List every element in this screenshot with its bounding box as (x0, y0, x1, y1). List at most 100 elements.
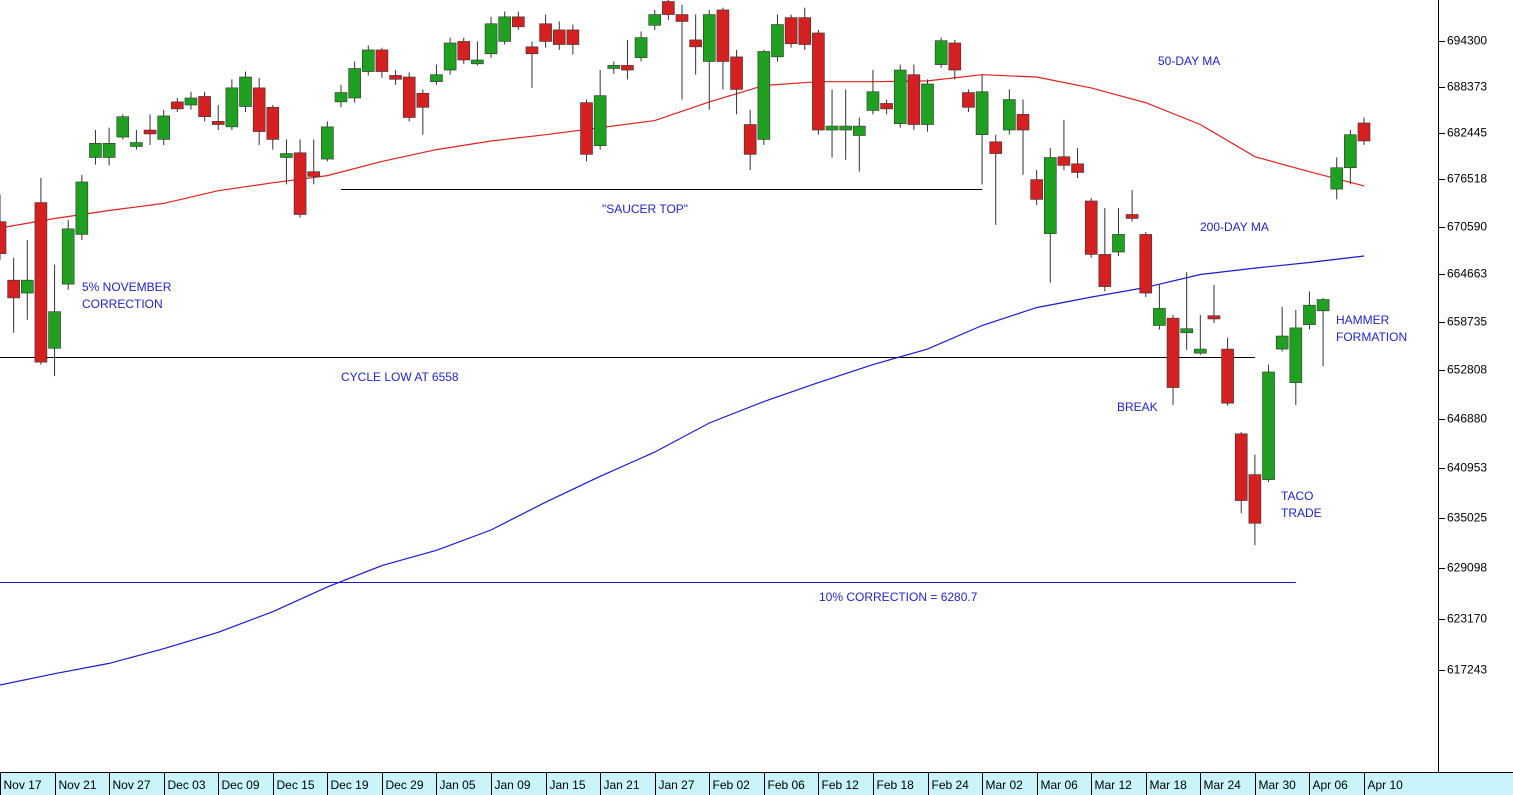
candle-body (702, 14, 716, 62)
candle-body (1043, 157, 1057, 234)
candle-body (607, 65, 621, 69)
annotation: HAMMER (1336, 313, 1390, 327)
candle-body (1030, 179, 1043, 200)
annotation: FORMATION (1336, 330, 1407, 344)
candle-body (48, 311, 61, 349)
candle-body (198, 96, 211, 118)
candle-body (1139, 234, 1153, 294)
y-tick-label: 646880 (1447, 412, 1487, 426)
series-label: 200-DAY MA (1200, 220, 1269, 234)
candle-body (443, 42, 457, 71)
x-tick-label: Mar 12 (1095, 778, 1133, 792)
candle-body (880, 103, 893, 110)
x-tick-label: Dec 09 (222, 778, 260, 792)
candle-body (1125, 214, 1139, 219)
y-tick-label: 670590 (1447, 220, 1487, 234)
candle-body (143, 129, 157, 135)
candle-body (771, 24, 784, 58)
x-tick-label: Jan 05 (440, 778, 476, 792)
candle-body (1180, 328, 1193, 334)
candle-body (1316, 299, 1330, 312)
candle-body (989, 141, 1003, 154)
date-strip (0, 773, 1513, 795)
candle-body (1071, 163, 1084, 173)
candle-body (1344, 134, 1357, 169)
candle-body (525, 46, 539, 55)
candle-body (266, 107, 280, 140)
candle-body (102, 143, 116, 158)
x-tick-label: Apr 06 (1313, 778, 1349, 792)
candle-body (921, 83, 934, 125)
candle-body (171, 101, 184, 110)
candle-body (566, 29, 580, 45)
x-tick-label: Mar 02 (986, 778, 1024, 792)
candle-body (975, 91, 989, 136)
x-tick-label: Apr 10 (1368, 778, 1404, 792)
candle-body (1207, 315, 1221, 320)
candle-body (471, 59, 484, 65)
candle-body (539, 23, 552, 42)
candle-body (825, 125, 839, 131)
candle-body (784, 17, 798, 45)
candle-body (20, 279, 34, 294)
candle-body (1357, 122, 1371, 142)
x-tick-label: Mar 30 (1259, 778, 1297, 792)
candle-body (948, 42, 962, 71)
candle-body (252, 87, 266, 132)
candle-body (934, 40, 948, 65)
x-tick-label: Nov 27 (113, 778, 151, 792)
annotation: 5% NOVEMBER (82, 280, 172, 294)
candle-body (157, 115, 170, 140)
candle-body (757, 51, 771, 140)
candle-body (1303, 304, 1316, 325)
y-tick-label: 682445 (1447, 126, 1487, 140)
candle-body (743, 124, 757, 155)
candle-body (34, 202, 48, 363)
x-tick-label: Feb 18 (877, 778, 915, 792)
candle-body (1330, 167, 1344, 190)
x-tick-label: Nov 21 (59, 778, 97, 792)
candle-body (61, 228, 75, 285)
candle-body (798, 17, 812, 45)
candle-body (839, 125, 852, 131)
x-tick-label: Mar 24 (1204, 778, 1242, 792)
candle-body (893, 69, 907, 125)
candle-body (375, 49, 389, 72)
candle-body (648, 14, 662, 26)
candle-body (0, 221, 7, 254)
y-tick-label: 652808 (1447, 363, 1487, 377)
candle-body (1234, 433, 1248, 501)
candle-body (116, 116, 130, 138)
x-tick-label: Dec 29 (386, 778, 424, 792)
candle-body (280, 153, 293, 158)
x-tick-label: Mar 06 (1041, 778, 1079, 792)
candle-body (1194, 348, 1207, 354)
candle-body (812, 32, 825, 131)
candle-body (962, 92, 975, 108)
candle-body (361, 49, 375, 72)
y-tick-label: 629098 (1447, 561, 1487, 575)
x-tick-label: Feb 12 (822, 778, 860, 792)
y-tick-label: 664663 (1447, 267, 1487, 281)
candle-body (730, 56, 743, 90)
candle-body (1289, 327, 1303, 383)
candle-body (334, 92, 348, 103)
reference-label: 10% CORRECTION = 6280.7 (819, 590, 978, 604)
annotation: CORRECTION (82, 297, 163, 311)
y-tick-label: 635025 (1447, 511, 1487, 525)
candle-body (1098, 254, 1112, 287)
y-tick-label: 640953 (1447, 461, 1487, 475)
candle-body (580, 102, 593, 155)
candle-body (907, 74, 921, 125)
candle-body (1248, 474, 1262, 524)
annotation: BREAK (1117, 400, 1158, 414)
x-tick-label: Nov 17 (4, 778, 42, 792)
series-label: 50-DAY MA (1158, 54, 1220, 68)
candle-body (1112, 234, 1125, 253)
candle-body (389, 75, 402, 80)
candle-body (239, 76, 252, 107)
x-tick-label: Jan 27 (659, 778, 695, 792)
candle-body (512, 16, 525, 28)
plot-area: "SAUCER TOP" CYCLE LOW AT 6558 10% CORRECT… (0, 0, 1407, 686)
candle-body (321, 126, 334, 160)
